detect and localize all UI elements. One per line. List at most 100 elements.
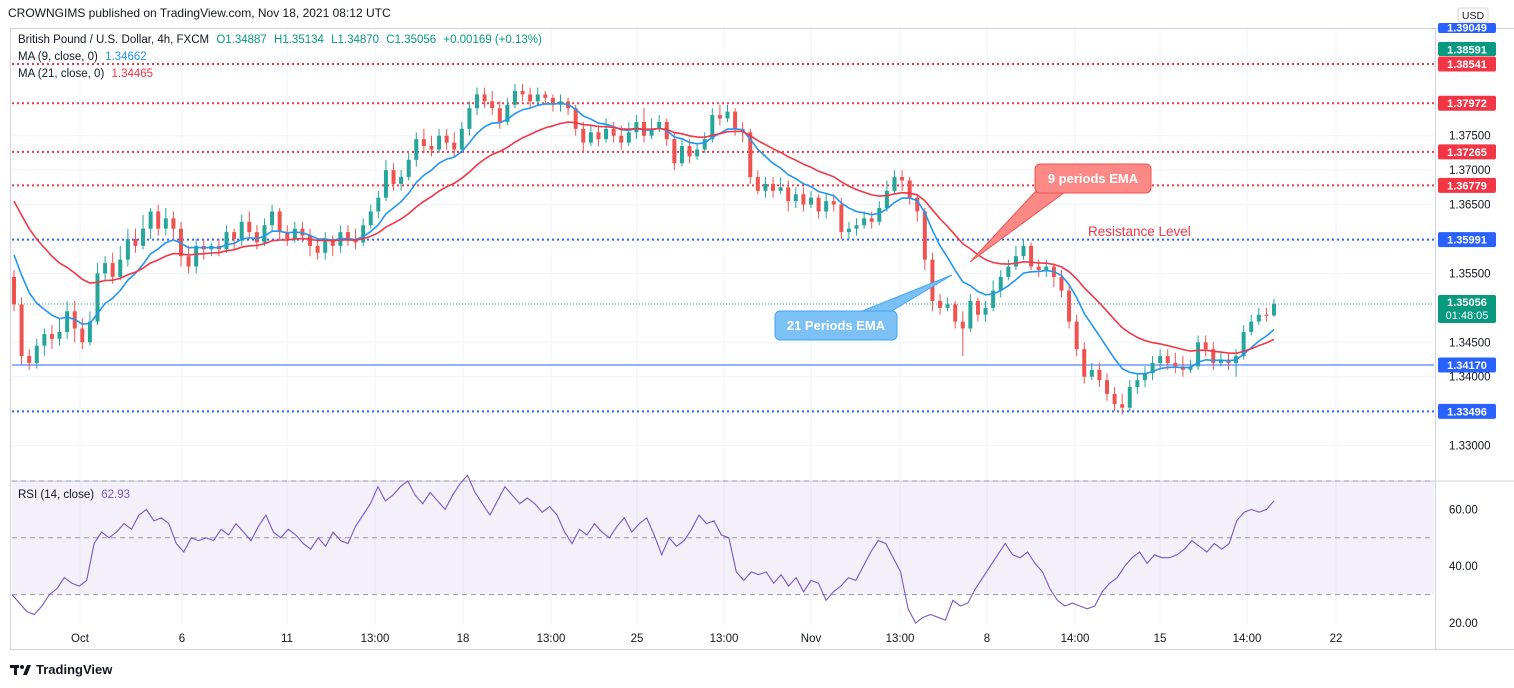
candle-body[interactable] <box>634 121 639 133</box>
candle-body[interactable] <box>1013 256 1018 267</box>
candle-body[interactable] <box>186 256 191 267</box>
price-axis-label[interactable] <box>1438 42 1496 56</box>
candle-body[interactable] <box>611 128 616 136</box>
candle-body[interactable] <box>42 334 47 346</box>
candle-body[interactable] <box>869 218 874 222</box>
candle-body[interactable] <box>550 97 555 105</box>
candle-body[interactable] <box>922 211 927 260</box>
candle-body[interactable] <box>421 139 426 147</box>
candle-body[interactable] <box>816 197 821 212</box>
candle-body[interactable] <box>1021 245 1026 257</box>
ema21-line[interactable] <box>13 121 1275 355</box>
candle-body[interactable] <box>695 149 700 157</box>
candle-body[interactable] <box>103 263 108 274</box>
candle-body[interactable] <box>991 290 996 308</box>
footer-brand[interactable]: TradingView <box>10 662 112 677</box>
price-axis-label[interactable] <box>1438 144 1496 160</box>
candle-body[interactable] <box>505 104 510 122</box>
candle-body[interactable] <box>1067 290 1072 322</box>
candle-body[interactable] <box>383 170 388 198</box>
candle-body[interactable] <box>1256 314 1261 322</box>
currency-badge[interactable] <box>1457 7 1489 23</box>
candle-body[interactable] <box>444 135 449 143</box>
candle-body[interactable] <box>171 218 176 229</box>
candle-body[interactable] <box>619 135 624 143</box>
candle-body[interactable] <box>1272 303 1276 316</box>
rsi-line[interactable] <box>11 474 1275 624</box>
candle-body[interactable] <box>808 197 813 205</box>
candle-body[interactable] <box>406 159 411 178</box>
candle-body[interactable] <box>543 94 548 98</box>
candle-body[interactable] <box>877 208 882 222</box>
candle-body[interactable] <box>535 94 540 102</box>
candle-body[interactable] <box>1059 276 1064 291</box>
candle-body[interactable] <box>1135 380 1140 388</box>
candle-body[interactable] <box>938 300 943 308</box>
candle-body[interactable] <box>1097 369 1102 381</box>
candle-body[interactable] <box>786 187 791 202</box>
candle-body[interactable] <box>733 111 738 129</box>
candle-body[interactable] <box>270 211 275 226</box>
candle-body[interactable] <box>65 311 70 332</box>
price-axis-label[interactable] <box>1438 403 1496 419</box>
candle-body[interactable] <box>323 239 328 253</box>
candle-body[interactable] <box>376 197 381 212</box>
candle-body[interactable] <box>1241 331 1246 357</box>
ema9-callout-box[interactable] <box>1034 163 1152 194</box>
candle-body[interactable] <box>437 135 442 150</box>
candle-body[interactable] <box>528 94 533 102</box>
price-axis-label[interactable] <box>1438 232 1496 248</box>
candle-body[interactable] <box>1029 245 1034 267</box>
candle-body[interactable] <box>247 221 252 233</box>
candle-body[interactable] <box>793 194 798 202</box>
candle-body[interactable] <box>34 345 39 363</box>
candle-body[interactable] <box>1105 380 1110 394</box>
candle-body[interactable] <box>953 304 958 322</box>
candle-body[interactable] <box>573 108 578 129</box>
candle-body[interactable] <box>763 183 768 191</box>
candle-body[interactable] <box>915 197 920 212</box>
candle-body[interactable] <box>57 331 62 339</box>
candle-body[interactable] <box>475 94 480 109</box>
candle-body[interactable] <box>429 146 434 150</box>
candle-body[interactable] <box>118 259 123 277</box>
candle-body[interactable] <box>725 111 730 119</box>
candle-body[interactable] <box>1044 266 1049 270</box>
candle-body[interactable] <box>497 108 502 122</box>
candle-body[interactable] <box>224 232 229 250</box>
candle-body[interactable] <box>262 225 267 243</box>
legend-rsi-label[interactable]: RSI (14, close) <box>18 489 95 501</box>
candle-body[interactable] <box>892 177 897 191</box>
candle-body[interactable] <box>254 232 259 243</box>
candle-body[interactable] <box>1203 342 1208 350</box>
candle-body[interactable] <box>649 128 654 136</box>
legend-ma9-label[interactable]: MA (9, close, 0) <box>18 51 98 63</box>
candle-body[interactable] <box>930 259 935 301</box>
candle-body[interactable] <box>512 90 517 105</box>
candle-body[interactable] <box>960 321 965 329</box>
candle-body[interactable] <box>399 177 404 184</box>
candle-body[interactable] <box>596 132 601 140</box>
candle-body[interactable] <box>1249 321 1254 332</box>
candle-body[interactable] <box>748 132 753 178</box>
candle-body[interactable] <box>588 132 593 143</box>
candle-body[interactable] <box>239 221 244 240</box>
candle-body[interactable] <box>345 232 350 240</box>
candle-body[interactable] <box>778 187 783 191</box>
candle-body[interactable] <box>292 228 297 240</box>
candle-body[interactable] <box>391 170 396 184</box>
candle-body[interactable] <box>49 334 54 339</box>
candle-body[interactable] <box>839 204 844 233</box>
candle-body[interactable] <box>702 139 707 150</box>
price-axis-label[interactable] <box>1438 95 1496 111</box>
candle-body[interactable] <box>846 228 851 233</box>
candle-body[interactable] <box>824 201 829 212</box>
candle-body[interactable] <box>1074 321 1079 350</box>
candle-body[interactable] <box>467 108 472 129</box>
candle-body[interactable] <box>490 101 495 109</box>
candle-body[interactable] <box>95 273 100 322</box>
candle-body[interactable] <box>12 276 16 305</box>
candle-body[interactable] <box>1150 362 1155 374</box>
candle-body[interactable] <box>1218 359 1223 363</box>
